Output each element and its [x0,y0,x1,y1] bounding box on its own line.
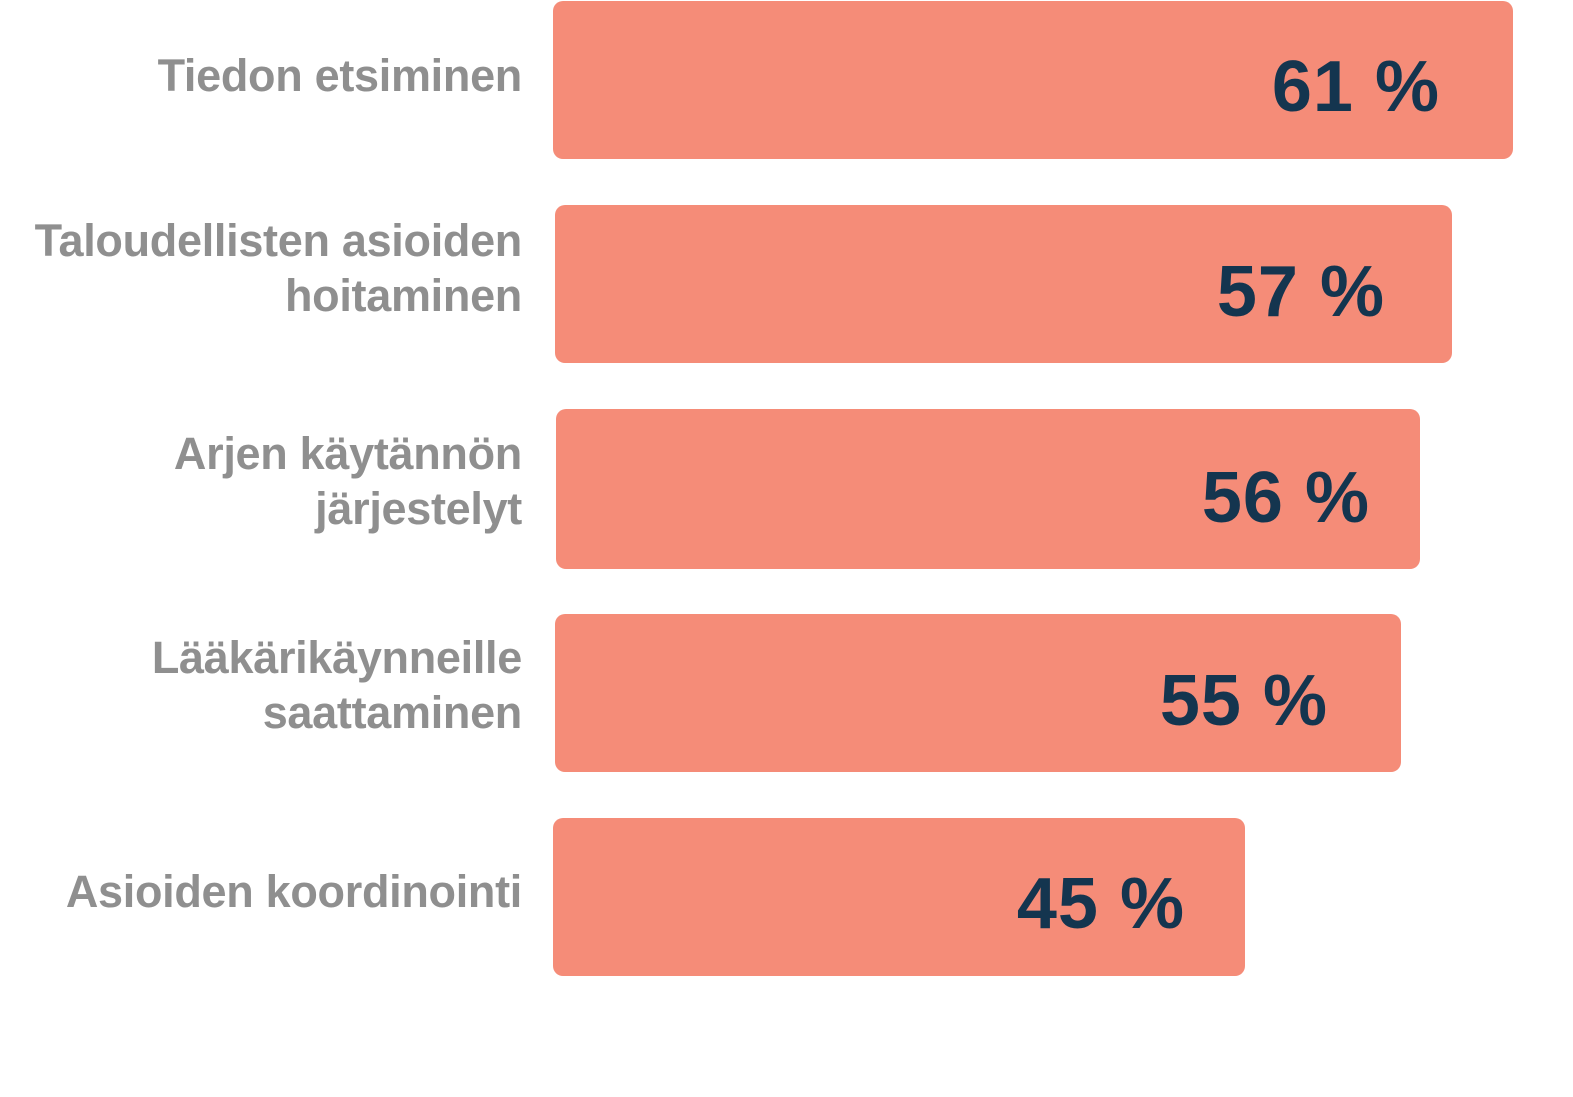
category-label-taloudellisten-asioiden-hoitaminen: Taloudellisten asioiden hoitaminen [22,213,523,323]
bar-asioiden-koordinointi: 45 % [553,818,1245,976]
label-line: Taloudellisten asioiden [34,215,523,266]
bar-tiedon-etsiminen: 61 % [553,1,1513,159]
value-label: 55 % [1159,661,1328,741]
value-label: 61 % [1271,47,1440,127]
value-label: 45 % [1016,864,1185,944]
label-line: Asioiden koordinointi [65,866,522,917]
category-label-laakarikaynneille-saattaminen: Lääkärikäynneille saattaminen [22,630,522,740]
label-line: Lääkärikäynneille [151,632,522,683]
bar-taloudellisten-asioiden-hoitaminen: 57 % [555,205,1452,363]
value-label: 57 % [1216,252,1385,332]
value-label: 56 % [1201,458,1370,538]
label-line: saattaminen [262,687,523,738]
label-line: Tiedon etsiminen [157,50,523,101]
label-line: järjestelyt [315,483,522,534]
label-line: hoitaminen [284,270,522,321]
category-label-asioiden-koordinointi: Asioiden koordinointi [22,864,522,919]
category-label-arjen-kaytannon-jarjestelyt: Arjen käytännön järjestelyt [22,426,522,536]
bar-arjen-kaytannon-jarjestelyt: 56 % [556,409,1420,569]
bar-laakarikaynneille-saattaminen: 55 % [555,614,1401,772]
label-line: Arjen käytännön [173,428,522,479]
category-label-tiedon-etsiminen: Tiedon etsiminen [22,48,523,103]
